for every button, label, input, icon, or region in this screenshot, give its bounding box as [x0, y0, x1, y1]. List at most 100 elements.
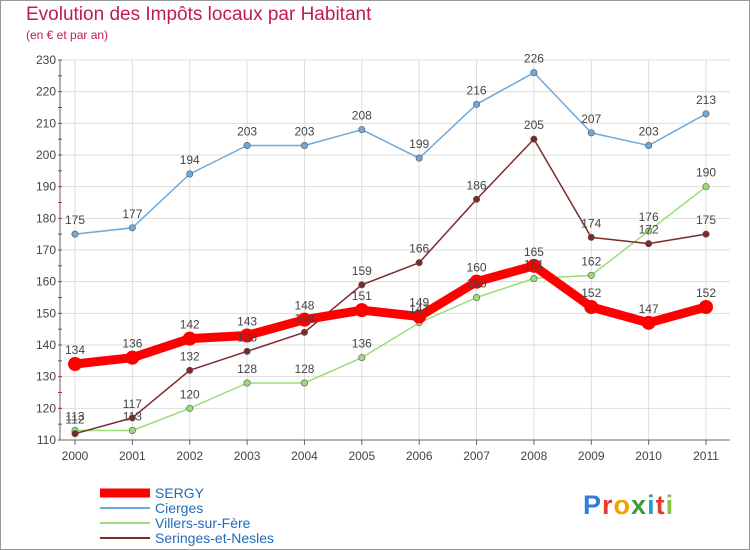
data-label: 148 — [294, 299, 314, 313]
data-point — [645, 142, 653, 150]
data-point — [587, 233, 595, 241]
data-point — [297, 312, 312, 327]
data-label: 205 — [524, 118, 544, 132]
data-label: 216 — [467, 83, 487, 97]
data-point — [243, 142, 251, 150]
data-label: 155 — [467, 277, 487, 291]
data-label: 136 — [122, 337, 142, 351]
data-label: 161 — [524, 258, 544, 272]
data-point — [128, 426, 136, 434]
data-point — [530, 135, 538, 143]
data-label: 194 — [180, 153, 200, 167]
grid-lines — [60, 59, 730, 441]
data-label: 203 — [237, 125, 257, 139]
data-label: 207 — [581, 112, 601, 126]
data-label: 117 — [123, 397, 142, 411]
data-label: 162 — [581, 254, 601, 268]
data-point — [469, 274, 484, 289]
series-line-cierges — [74, 71, 707, 235]
x-tick-label: 2001 — [119, 449, 146, 463]
y-tick-label: 210 — [36, 116, 56, 130]
chart-subtitle: (en € et par an) — [26, 28, 109, 42]
data-label: 152 — [696, 286, 716, 300]
axes: 110 120 130 140 150 160 170 180 190 200 210 220 230 2… — [36, 53, 730, 463]
y-tick-label: 140 — [36, 338, 56, 352]
data-point — [530, 274, 538, 282]
data-label: 190 — [696, 166, 716, 180]
data-label: 160 — [467, 261, 487, 275]
y-tick-label: 150 — [36, 306, 56, 320]
legend-label: Villers-sur-Fère — [155, 515, 251, 531]
data-label: 175 — [696, 213, 716, 227]
data-label: 186 — [467, 178, 487, 192]
data-label: 142 — [180, 318, 200, 332]
data-label: 226 — [524, 52, 544, 66]
data-point — [702, 230, 710, 238]
data-label: 159 — [352, 264, 372, 278]
x-tick-label: 2005 — [348, 449, 375, 463]
data-label: 138 — [237, 330, 257, 344]
series-line-villers-sur-f-re — [75, 186, 707, 432]
legend: SERGYCiergesVillers-sur-FèreSeringes-et-… — [100, 485, 274, 546]
y-tick-label: 220 — [36, 85, 56, 99]
y-tick-label: 180 — [36, 211, 56, 225]
proxiti-logo: Proxiti — [583, 490, 675, 520]
data-point — [645, 240, 653, 248]
data-point — [125, 350, 140, 365]
data-point — [68, 357, 82, 371]
data-point — [243, 347, 251, 355]
data-label: 176 — [639, 210, 659, 224]
data-point — [358, 281, 366, 289]
y-tick-label: 110 — [37, 433, 56, 447]
x-tick-label: 2011 — [693, 449, 719, 463]
data-label: 128 — [294, 362, 314, 376]
x-tick-label: 2010 — [635, 449, 662, 463]
data-point — [412, 309, 427, 324]
data-label: 203 — [294, 125, 314, 139]
data-point — [702, 110, 710, 118]
data-point — [128, 224, 136, 232]
data-point — [300, 379, 308, 387]
data-point — [702, 183, 710, 191]
data-label: 144 — [294, 311, 314, 325]
data-point — [473, 195, 481, 203]
data-label: 213 — [696, 93, 716, 107]
data-point — [186, 170, 194, 178]
data-point — [182, 331, 197, 346]
data-point — [300, 142, 308, 150]
data-point — [473, 293, 481, 301]
data-point — [415, 259, 423, 267]
x-tick-label: 2008 — [521, 449, 548, 463]
data-point — [186, 404, 194, 412]
y-tick-label: 200 — [36, 148, 56, 162]
x-tick-label: 2007 — [463, 449, 490, 463]
data-label: 134 — [65, 343, 85, 357]
series-line-seringes-et-nesles — [74, 138, 707, 435]
data-label: 152 — [581, 286, 601, 300]
y-tick-label: 230 — [36, 53, 56, 67]
data-label: 203 — [639, 125, 659, 139]
y-tick-label: 130 — [36, 370, 56, 384]
data-point — [473, 100, 481, 108]
data-label: 177 — [122, 207, 142, 221]
data-label: 120 — [180, 387, 200, 401]
data-label: 166 — [409, 242, 429, 256]
legend-label: Seringes-et-Nesles — [155, 530, 274, 546]
data-label: 175 — [65, 213, 85, 227]
data-label: 136 — [352, 337, 372, 351]
y-tick-label: 120 — [36, 401, 56, 415]
y-tick-label: 170 — [36, 243, 56, 257]
data-point — [128, 414, 136, 422]
data-label: 149 — [409, 296, 429, 310]
data-point — [645, 227, 653, 235]
data-label: 165 — [524, 245, 544, 259]
data-point — [587, 129, 595, 137]
data-label: 172 — [639, 223, 659, 237]
data-label: 147 — [409, 302, 429, 316]
data-label: 113 — [65, 410, 84, 424]
data-label: 112 — [65, 413, 84, 427]
data-point — [358, 354, 366, 362]
data-point — [530, 69, 538, 77]
data-label: 151 — [352, 289, 372, 303]
